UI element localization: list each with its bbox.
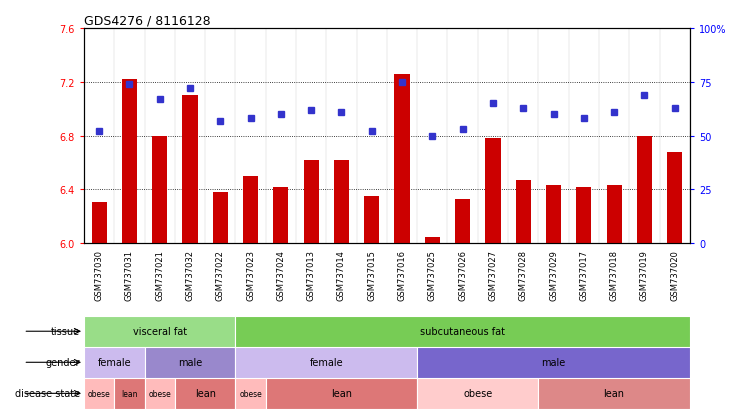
Bar <box>273 188 288 244</box>
Text: male: male <box>542 357 566 368</box>
Text: lean: lean <box>121 389 138 398</box>
Text: GSM737019: GSM737019 <box>640 249 649 300</box>
FancyBboxPatch shape <box>235 378 266 409</box>
Bar <box>364 197 380 244</box>
Text: disease state: disease state <box>15 388 80 399</box>
Bar <box>607 186 622 244</box>
Text: female: female <box>97 357 131 368</box>
FancyBboxPatch shape <box>84 347 145 378</box>
Bar <box>152 136 167 244</box>
FancyBboxPatch shape <box>145 378 174 409</box>
Text: obese: obese <box>148 389 171 398</box>
FancyBboxPatch shape <box>235 347 417 378</box>
Text: GSM737017: GSM737017 <box>580 249 588 300</box>
Text: GSM737028: GSM737028 <box>519 249 528 300</box>
FancyBboxPatch shape <box>84 378 114 409</box>
Text: lean: lean <box>331 388 352 399</box>
Text: male: male <box>178 357 202 368</box>
Text: GSM737013: GSM737013 <box>307 249 315 300</box>
Bar <box>576 188 591 244</box>
Bar <box>334 161 349 244</box>
Text: GSM737023: GSM737023 <box>246 249 255 300</box>
FancyBboxPatch shape <box>417 347 690 378</box>
Text: GSM737015: GSM737015 <box>367 249 376 300</box>
FancyBboxPatch shape <box>538 378 690 409</box>
Text: GSM737027: GSM737027 <box>488 249 497 300</box>
Bar <box>515 180 531 244</box>
FancyBboxPatch shape <box>174 378 235 409</box>
Bar <box>243 177 258 244</box>
Text: GSM737030: GSM737030 <box>95 249 104 300</box>
Bar <box>425 237 440 244</box>
Text: GSM737022: GSM737022 <box>216 249 225 300</box>
FancyBboxPatch shape <box>114 378 145 409</box>
Text: GSM737032: GSM737032 <box>185 249 194 300</box>
Text: female: female <box>310 357 343 368</box>
Bar <box>667 152 683 244</box>
Text: GSM737014: GSM737014 <box>337 249 346 300</box>
Bar <box>182 96 198 244</box>
Bar <box>394 75 410 244</box>
Bar <box>212 193 228 244</box>
Text: GDS4276 / 8116128: GDS4276 / 8116128 <box>84 15 210 28</box>
Text: GSM737025: GSM737025 <box>428 249 437 300</box>
Bar <box>455 199 470 244</box>
Text: GSM737018: GSM737018 <box>610 249 618 300</box>
Bar <box>122 80 137 244</box>
Text: GSM737026: GSM737026 <box>458 249 467 300</box>
FancyBboxPatch shape <box>84 316 235 347</box>
FancyBboxPatch shape <box>266 378 417 409</box>
Text: subcutaneous fat: subcutaneous fat <box>420 326 505 337</box>
Text: tissue: tissue <box>51 326 80 337</box>
Text: GSM737024: GSM737024 <box>277 249 285 300</box>
Text: gender: gender <box>46 357 80 368</box>
Text: lean: lean <box>604 388 625 399</box>
Text: GSM737020: GSM737020 <box>670 249 679 300</box>
Text: visceral fat: visceral fat <box>133 326 187 337</box>
Bar <box>304 161 319 244</box>
Text: obese: obese <box>463 388 493 399</box>
FancyBboxPatch shape <box>235 316 690 347</box>
FancyBboxPatch shape <box>145 347 235 378</box>
Bar <box>91 202 107 244</box>
Bar <box>637 136 652 244</box>
Text: lean: lean <box>195 388 215 399</box>
Text: GSM737016: GSM737016 <box>398 249 407 300</box>
Text: GSM737021: GSM737021 <box>155 249 164 300</box>
Bar <box>485 139 501 244</box>
FancyBboxPatch shape <box>417 378 538 409</box>
Text: GSM737029: GSM737029 <box>549 249 558 300</box>
Text: obese: obese <box>239 389 262 398</box>
Text: obese: obese <box>88 389 110 398</box>
Bar <box>546 186 561 244</box>
Text: GSM737031: GSM737031 <box>125 249 134 300</box>
